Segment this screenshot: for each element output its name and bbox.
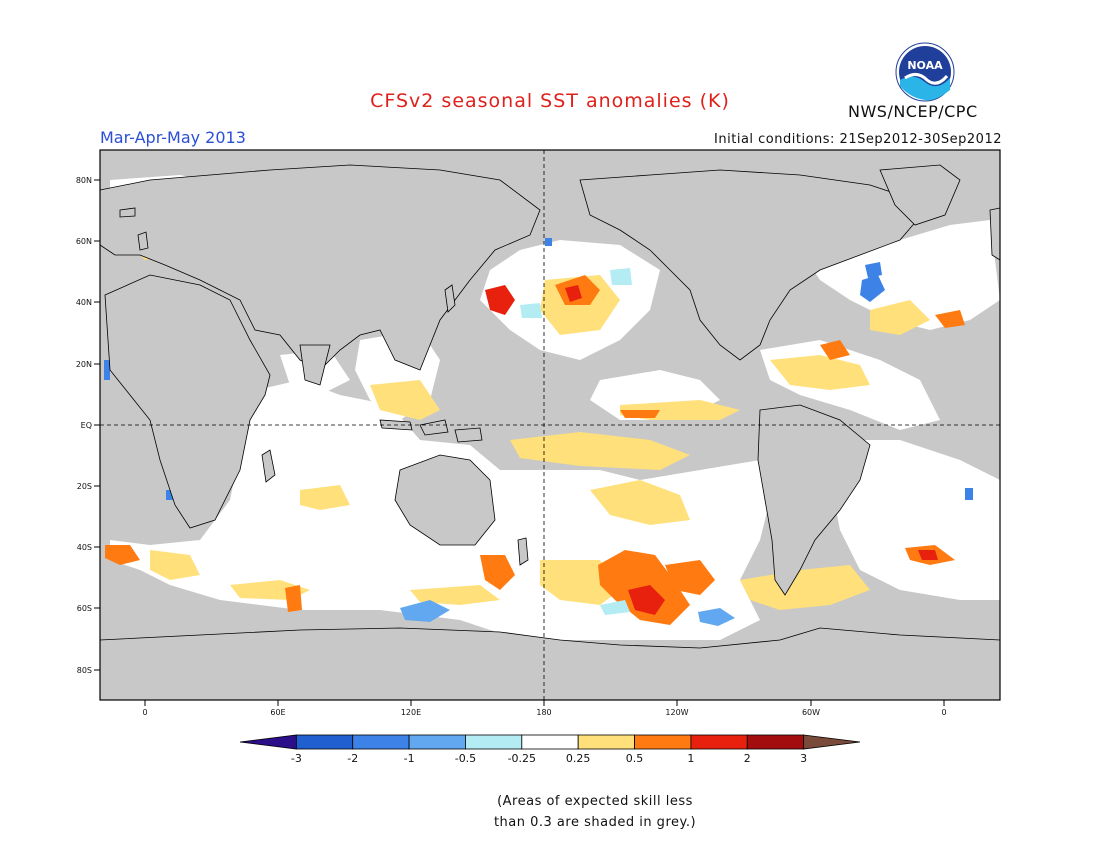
- lat-label: 80N: [76, 176, 92, 185]
- antarctica-landmass: [100, 627, 1000, 700]
- new-guinea-landmass: [454, 427, 483, 443]
- lat-label: 60S: [77, 604, 92, 613]
- colorbar-segment: [465, 734, 523, 750]
- footnote-line-2: than 0.3 are shaded in grey.): [493, 815, 697, 830]
- colorbar-tick-label: -3: [291, 752, 302, 765]
- uk-landmass: [137, 231, 149, 251]
- lon-label: 180: [536, 708, 551, 717]
- colorbar-tick-label: 1: [687, 752, 694, 765]
- footnote-line-1: (Areas of expected skill less: [497, 794, 693, 809]
- colorbar-tick-label: 0.5: [626, 752, 644, 765]
- colorbar-tick-label: 2: [744, 752, 751, 765]
- footnote: (Areas of expected skill less than 0.3 a…: [470, 791, 720, 833]
- colorbar-segment: [746, 734, 805, 750]
- initial-conditions-label: Initial conditions: 21Sep2012-30Sep2012: [714, 132, 1002, 147]
- colorbar-tick-label: -2: [347, 752, 358, 765]
- colorbar-segment: [690, 734, 748, 750]
- latitude-axis: 80N 60N 40N 20N EQ 20S 40S 60S 80S: [76, 176, 100, 675]
- lat-label: 40N: [76, 298, 92, 307]
- borneo-landmass: [419, 419, 449, 436]
- longitude-axis: 0 60E 120E 180 120W 60W 0: [142, 700, 947, 717]
- iceland-landmass: [119, 207, 136, 218]
- lon-label: 120W: [665, 708, 688, 717]
- colorbar-segment: [577, 734, 635, 750]
- colorbar-tick-label: -1: [404, 752, 415, 765]
- noaa-logo-icon: NOAA: [895, 42, 955, 102]
- lat-label: 60N: [76, 237, 92, 246]
- europe-east-edge-landmass: [989, 207, 1000, 261]
- logo-text: NOAA: [907, 59, 943, 72]
- colorbar-tick-label: -0.25: [508, 752, 536, 765]
- australia-landmass: [394, 454, 496, 546]
- organization-label: NWS/NCEP/CPC: [848, 102, 978, 121]
- colorbar-tick-label: 0.25: [566, 752, 591, 765]
- positive-anomaly-strong: [208, 190, 938, 615]
- lon-label: 0: [142, 708, 147, 717]
- colorbar-segment: [239, 734, 297, 750]
- lon-label: 0: [941, 708, 946, 717]
- colorbar-segment: [352, 734, 410, 750]
- greenland-landmass: [879, 164, 961, 226]
- madagascar-landmass: [261, 449, 276, 483]
- land-masses: [100, 164, 1000, 700]
- lat-label: 20S: [77, 482, 92, 491]
- lat-label: EQ: [81, 421, 92, 430]
- lat-label: 80S: [77, 666, 92, 675]
- africa-landmass: [104, 274, 271, 529]
- south-america-landmass: [757, 404, 871, 596]
- colorbar-segment: [634, 734, 692, 750]
- colorbar-segment: [521, 734, 579, 750]
- colorbar-tick-label: 3: [800, 752, 807, 765]
- japan-landmass: [444, 284, 456, 313]
- season-label: Mar-Apr-May 2013: [100, 128, 246, 147]
- eurasia-landmass: [100, 164, 541, 371]
- map-title: CFSv2 seasonal SST anomalies (K): [370, 90, 730, 112]
- north-america-landmass: [579, 169, 931, 361]
- lon-label: 60E: [270, 708, 285, 717]
- colorbar-segment: [803, 734, 861, 750]
- colorbar-segment: [408, 734, 466, 750]
- lat-label: 20N: [76, 360, 92, 369]
- colorbar: -3 -2 -1 -0.5 -0.25 0.25 0.5 1 2 3: [239, 734, 861, 765]
- india-landmass: [299, 344, 331, 386]
- new-zealand-landmass: [517, 537, 529, 566]
- colorbar-tick-label: -0.5: [455, 752, 476, 765]
- lat-label: 40S: [77, 543, 92, 552]
- lon-label: 120E: [401, 708, 421, 717]
- colorbar-segment: [295, 734, 354, 750]
- lon-label: 60W: [802, 708, 820, 717]
